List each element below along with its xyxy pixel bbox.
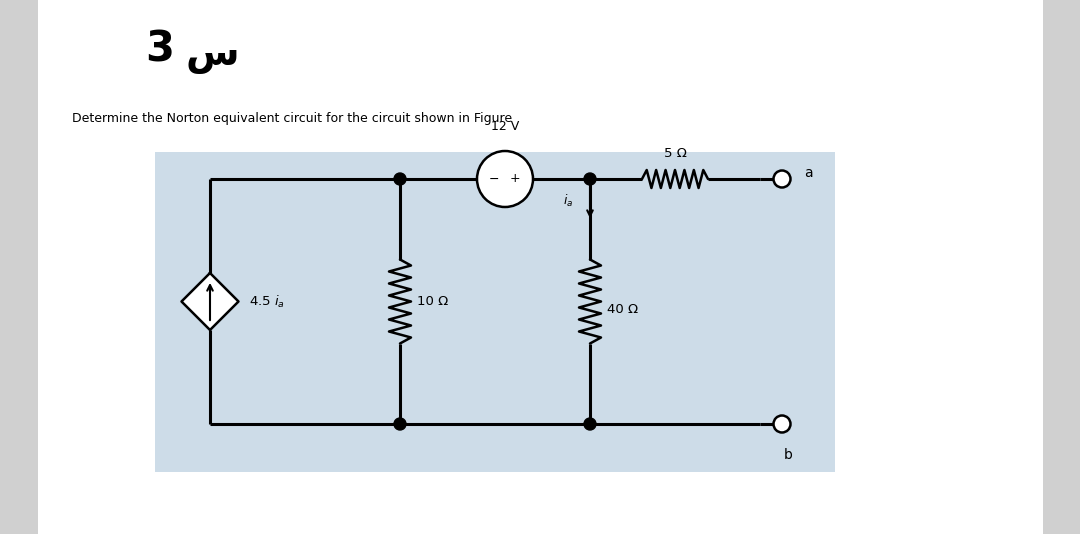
Text: +: + bbox=[510, 172, 521, 185]
FancyBboxPatch shape bbox=[38, 0, 1043, 534]
Text: 12 V: 12 V bbox=[491, 120, 519, 133]
Text: a: a bbox=[804, 166, 812, 180]
Circle shape bbox=[584, 418, 596, 430]
Circle shape bbox=[584, 173, 596, 185]
Text: 40 Ω: 40 Ω bbox=[607, 303, 638, 316]
Polygon shape bbox=[181, 273, 239, 330]
Circle shape bbox=[477, 151, 534, 207]
Circle shape bbox=[394, 173, 406, 185]
Circle shape bbox=[394, 418, 406, 430]
Text: −: − bbox=[489, 172, 499, 185]
Text: b: b bbox=[784, 448, 793, 462]
Text: 10 Ω: 10 Ω bbox=[417, 295, 448, 308]
FancyBboxPatch shape bbox=[156, 152, 835, 472]
Circle shape bbox=[773, 170, 791, 187]
Text: 5 Ω: 5 Ω bbox=[663, 147, 687, 160]
Circle shape bbox=[773, 415, 791, 433]
Text: 4.5 $i_a$: 4.5 $i_a$ bbox=[248, 294, 284, 310]
Text: Determine the Norton equivalent circuit for the circuit shown in Figure: Determine the Norton equivalent circuit … bbox=[72, 113, 512, 125]
Text: $i_a$: $i_a$ bbox=[563, 192, 573, 209]
Text: س: س bbox=[185, 36, 239, 74]
Text: 3: 3 bbox=[145, 29, 174, 71]
